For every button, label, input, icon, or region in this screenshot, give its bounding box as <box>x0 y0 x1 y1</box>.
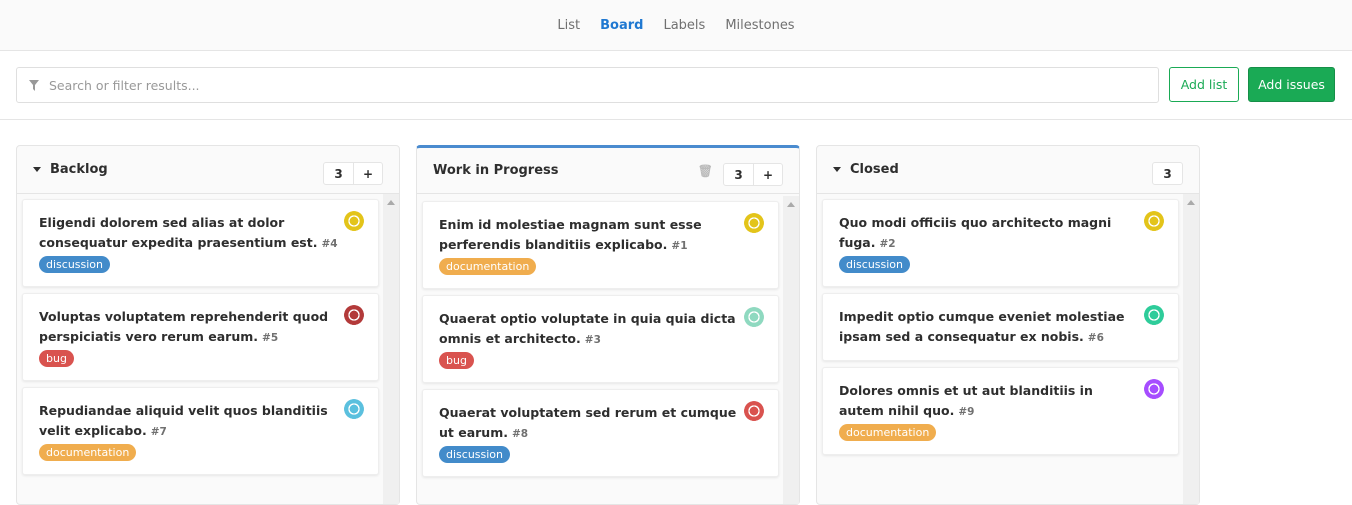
column-title: Backlog <box>50 162 108 177</box>
column-title: Closed <box>850 162 899 177</box>
avatar[interactable] <box>744 213 764 233</box>
card-list: Enim id molestiae magnam sunt esse perfe… <box>422 201 779 483</box>
avatar[interactable] <box>344 211 364 231</box>
issue-count-value: 3 <box>734 167 743 182</box>
tab-milestones[interactable]: Milestones <box>725 17 795 33</box>
tab-labels[interactable]: Labels <box>663 17 706 33</box>
avatar[interactable] <box>344 305 364 325</box>
column-header: Work in Progress 🗑 3 + <box>417 148 799 194</box>
issue-title[interactable]: Eligendi dolorem sed alias at dolor cons… <box>39 215 318 250</box>
issue-card[interactable]: Impedit optio cumque eveniet molestiae i… <box>822 293 1179 361</box>
issue-card[interactable]: Quaerat optio voluptate in quia quia dic… <box>422 295 779 383</box>
tab-list[interactable]: List <box>557 17 581 33</box>
issue-count-value: 3 <box>334 166 343 181</box>
label-badge[interactable]: discussion <box>39 256 111 273</box>
avatar[interactable] <box>1144 379 1164 399</box>
issue-number: #9 <box>958 406 975 418</box>
issue-title[interactable]: Voluptas voluptatem reprehenderit quod p… <box>39 309 329 344</box>
search-input[interactable]: Search or filter results... <box>16 67 1159 103</box>
caret-down-icon[interactable] <box>33 167 41 172</box>
issue-number: #2 <box>879 238 896 250</box>
board-column-backlog: Backlog 3 + Eligendi dolorem sed alias at d… <box>16 145 400 505</box>
label-badge[interactable]: discussion <box>839 256 911 273</box>
label-badge[interactable]: bug <box>39 350 74 367</box>
issue-count: 3 + <box>723 163 783 186</box>
issue-number: #1 <box>671 240 688 252</box>
issue-card[interactable]: Enim id molestiae magnam sunt esse perfe… <box>422 201 779 289</box>
avatar[interactable] <box>1144 211 1164 231</box>
scrollbar[interactable] <box>383 194 399 504</box>
issue-number: #6 <box>1087 332 1104 344</box>
label-badge[interactable]: discussion <box>439 446 511 463</box>
issue-number: #7 <box>150 426 167 438</box>
issue-title[interactable]: Repudiandae aliquid velit quos blanditii… <box>39 403 328 438</box>
caret-down-icon[interactable] <box>833 167 841 172</box>
avatar[interactable] <box>744 401 764 421</box>
issue-count-value: 3 <box>1163 166 1172 181</box>
issue-number: #5 <box>262 332 279 344</box>
issue-title[interactable]: Quaerat voluptatem sed rerum et cumque u… <box>439 405 737 440</box>
filter-icon <box>29 79 39 91</box>
issue-count: 3 <box>1152 162 1183 185</box>
column-header: Backlog 3 + <box>17 146 399 194</box>
column-title: Work in Progress <box>433 163 559 178</box>
issue-title[interactable]: Enim id molestiae magnam sunt esse perfe… <box>439 217 702 252</box>
issue-card[interactable]: Repudiandae aliquid velit quos blanditii… <box>22 387 379 475</box>
issue-card[interactable]: Voluptas voluptatem reprehenderit quod p… <box>22 293 379 381</box>
issue-title[interactable]: Impedit optio cumque eveniet molestiae i… <box>839 309 1125 344</box>
add-issues-button[interactable]: Add issues <box>1248 67 1335 102</box>
issue-number: #3 <box>584 334 601 346</box>
column-header: Closed 3 <box>817 146 1199 194</box>
filter-bar: Search or filter results... Add list Add… <box>0 51 1352 120</box>
issue-card[interactable]: Quaerat voluptatem sed rerum et cumque u… <box>422 389 779 477</box>
label-badge[interactable]: documentation <box>839 424 937 441</box>
add-issue-button[interactable]: + <box>753 164 782 185</box>
issue-card[interactable]: Eligendi dolorem sed alias at dolor cons… <box>22 199 379 287</box>
issue-number: #8 <box>511 428 529 440</box>
board-column-work-in-progress: Work in Progress 🗑 3 + Enim id molestiae mag… <box>416 145 800 505</box>
issue-card[interactable]: Dolores omnis et ut aut blanditiis in au… <box>822 367 1179 455</box>
scrollbar[interactable] <box>1183 194 1199 504</box>
issue-number: #4 <box>321 238 338 250</box>
avatar[interactable] <box>744 307 764 327</box>
add-list-button[interactable]: Add list <box>1169 67 1239 102</box>
issue-count: 3 + <box>323 162 383 185</box>
issue-title[interactable]: Dolores omnis et ut aut blanditiis in au… <box>839 383 1093 418</box>
issue-title[interactable]: Quaerat optio voluptate in quia quia dic… <box>439 311 736 346</box>
scrollbar[interactable] <box>783 196 799 504</box>
trash-icon[interactable]: 🗑 <box>697 164 713 178</box>
search-placeholder: Search or filter results... <box>49 77 200 93</box>
board-nav: List Board Labels Milestones <box>0 0 1352 51</box>
tab-board[interactable]: Board <box>600 17 644 33</box>
add-issue-button[interactable]: + <box>353 163 382 184</box>
avatar[interactable] <box>344 399 364 419</box>
label-badge[interactable]: documentation <box>439 258 537 275</box>
card-list: Eligendi dolorem sed alias at dolor cons… <box>22 199 379 481</box>
label-badge[interactable]: documentation <box>39 444 137 461</box>
card-list: Quo modi officiis quo architecto magni f… <box>822 199 1179 461</box>
avatar[interactable] <box>1144 305 1164 325</box>
issue-card[interactable]: Quo modi officiis quo architecto magni f… <box>822 199 1179 287</box>
board-column-closed: Closed 3 Quo modi officiis quo architecto … <box>816 145 1200 505</box>
label-badge[interactable]: bug <box>439 352 474 369</box>
issue-title[interactable]: Quo modi officiis quo architecto magni f… <box>839 215 1112 250</box>
